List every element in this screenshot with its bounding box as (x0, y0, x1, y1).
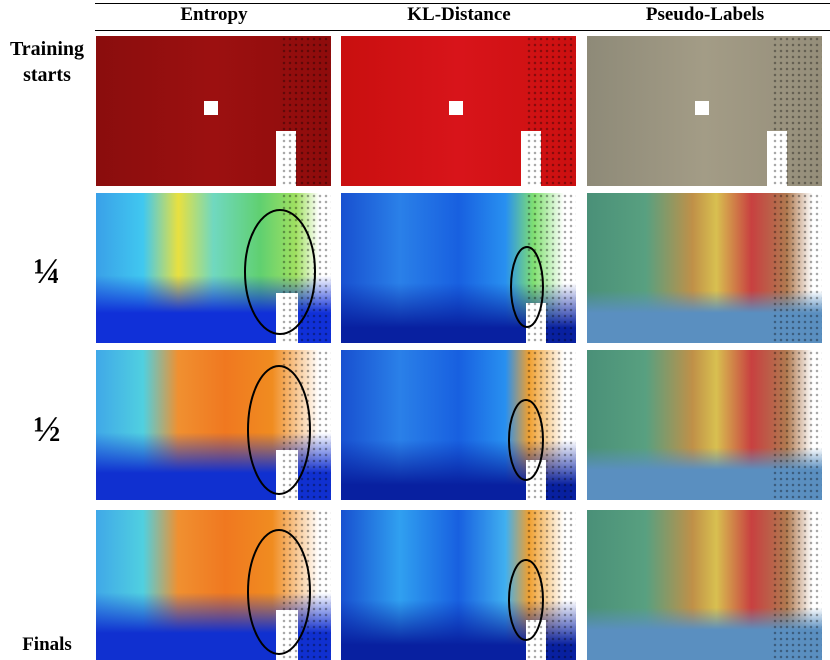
row-label: ½ (33, 409, 61, 449)
heatmap-panel (587, 510, 822, 660)
heatmap-panel (587, 350, 822, 500)
highlight-ellipse (508, 559, 544, 641)
heatmap-panel (96, 36, 331, 186)
header-rule (95, 30, 830, 31)
heatmap-panel (96, 193, 331, 343)
heatmap-panel (341, 36, 576, 186)
row-label: Training starts (9, 38, 85, 86)
heatmap-panel (341, 193, 576, 343)
heatmap-panel (96, 510, 331, 660)
highlight-ellipse (244, 209, 316, 335)
highlight-ellipse (247, 365, 311, 495)
column-header: KL-Distance (407, 4, 511, 25)
highlight-ellipse (508, 399, 544, 481)
highlight-ellipse (510, 246, 544, 328)
row-label: Finals (22, 634, 72, 655)
highlight-ellipse (247, 529, 311, 655)
row-label: ¼ (33, 251, 61, 291)
column-header: Entropy (180, 4, 248, 25)
heatmap-panel (587, 36, 822, 186)
heatmap-panel (96, 350, 331, 500)
column-header: Pseudo-Labels (645, 4, 765, 25)
top-rule (95, 3, 830, 4)
heatmap-panel (587, 193, 822, 343)
